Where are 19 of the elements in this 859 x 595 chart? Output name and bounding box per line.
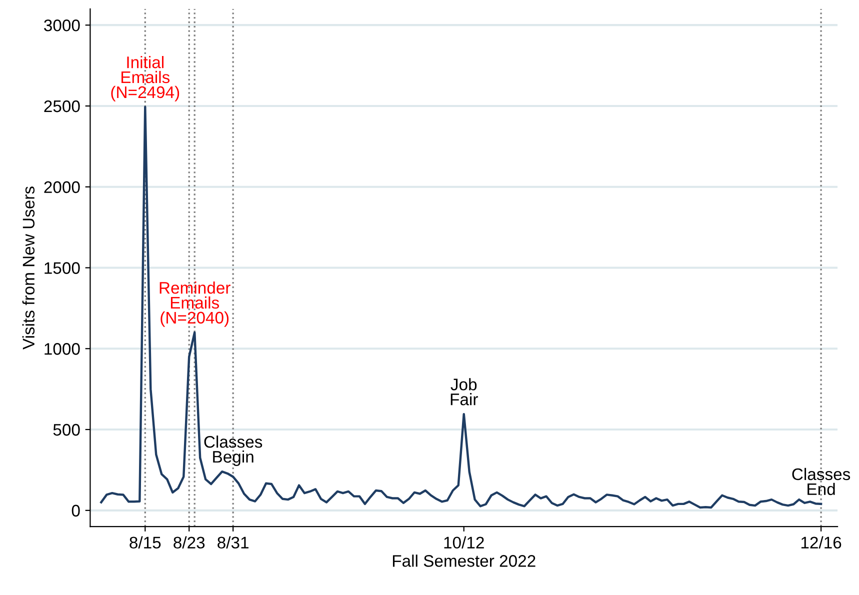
y-tick-label: 2000: [44, 181, 80, 194]
y-tick-label: 1000: [44, 343, 80, 355]
y-tick-label: 3000: [44, 20, 80, 32]
x-tick-label: 8/15: [130, 536, 161, 549]
y-tick-label: 0: [72, 504, 80, 517]
annotation: Classes End: [792, 468, 850, 496]
y-tick-label: 1500: [44, 262, 80, 274]
annotation: Reminder Emails (N=2040): [160, 282, 230, 327]
annotation: Job Fair: [450, 378, 478, 406]
annotation: Initial Emails (N=2494): [111, 56, 180, 102]
x-tick-label: 12/16: [801, 536, 842, 549]
x-tick-label: 8/31: [218, 536, 248, 549]
annotation: Classes Begin: [204, 436, 262, 466]
x-axis-title: Fall Semester 2022: [392, 554, 536, 567]
y-axis-title: Visits from New Users: [22, 186, 35, 350]
y-tick-label: 2500: [44, 100, 80, 112]
y-tick-label: 500: [53, 424, 80, 436]
x-tick-label: 8/23: [174, 536, 205, 549]
x-tick-label: 10/12: [444, 536, 484, 549]
